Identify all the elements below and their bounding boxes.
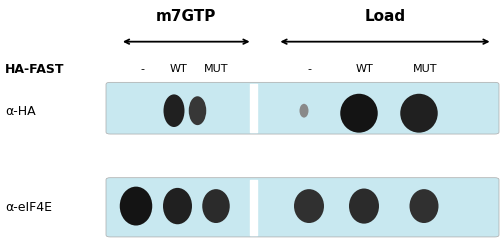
- Ellipse shape: [120, 187, 152, 226]
- Text: -: -: [140, 64, 144, 74]
- Text: MUT: MUT: [413, 64, 437, 74]
- Text: α-eIF4E: α-eIF4E: [5, 200, 52, 213]
- Ellipse shape: [340, 94, 378, 133]
- Ellipse shape: [300, 104, 308, 118]
- Ellipse shape: [349, 189, 379, 224]
- Ellipse shape: [164, 95, 184, 128]
- FancyBboxPatch shape: [106, 83, 499, 134]
- Ellipse shape: [294, 190, 324, 223]
- Ellipse shape: [410, 190, 438, 223]
- Text: HA-FAST: HA-FAST: [5, 62, 64, 75]
- Text: Load: Load: [364, 9, 406, 24]
- FancyBboxPatch shape: [106, 178, 499, 237]
- Ellipse shape: [202, 190, 230, 223]
- Ellipse shape: [400, 94, 438, 133]
- Ellipse shape: [189, 97, 206, 126]
- Text: α-HA: α-HA: [5, 105, 36, 118]
- Text: MUT: MUT: [204, 64, 228, 74]
- Ellipse shape: [163, 188, 192, 224]
- Text: WT: WT: [355, 64, 373, 74]
- Text: m7GTP: m7GTP: [156, 9, 216, 24]
- Text: WT: WT: [170, 64, 188, 74]
- Text: -: -: [307, 64, 311, 74]
